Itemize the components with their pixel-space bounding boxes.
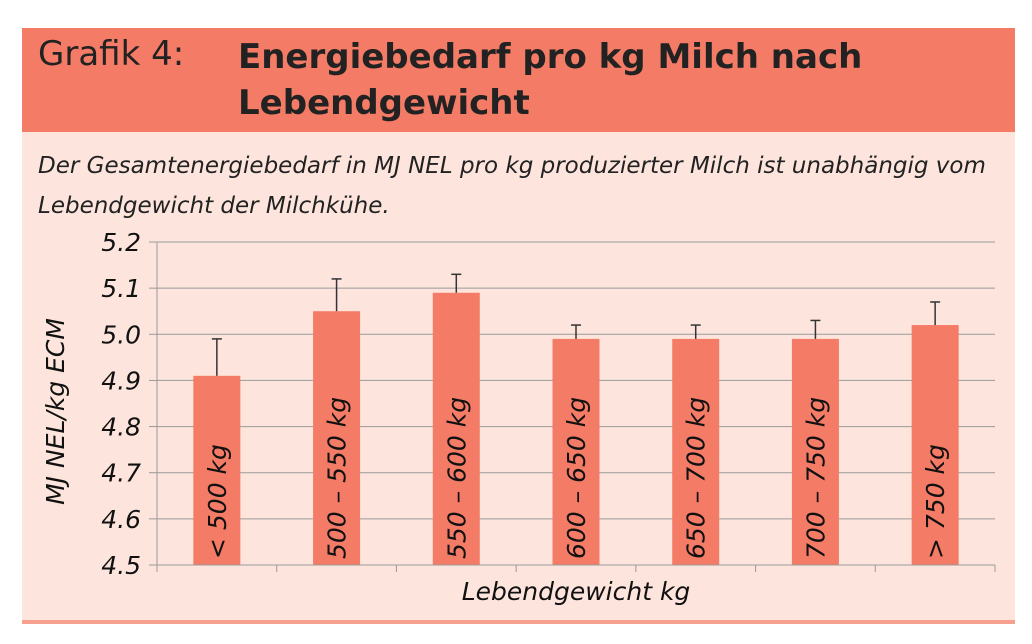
y-tick-label: 4.5 bbox=[101, 551, 141, 580]
y-tick-label: 5.0 bbox=[101, 320, 141, 349]
chart-subtitle: Der Gesamtenergiebedarf in MJ NEL pro kg… bbox=[38, 153, 986, 219]
y-tick-label: 4.9 bbox=[101, 366, 141, 395]
bar bbox=[193, 375, 241, 565]
bar bbox=[313, 311, 361, 565]
category-label: > 750 kg bbox=[921, 444, 950, 559]
bar bbox=[672, 338, 720, 565]
y-tick-label: 4.8 bbox=[101, 413, 141, 442]
figure-number: Grafik 4: bbox=[38, 34, 185, 74]
category-label: 700 – 750 kg bbox=[801, 397, 830, 559]
header-band: Grafik 4: Energiebedarf pro kg Milch nac… bbox=[22, 28, 1015, 132]
y-axis-title: MJ NEL/kg ECM bbox=[41, 318, 70, 505]
chart-title: Energiebedarf pro kg Milch nach Lebendge… bbox=[238, 37, 863, 123]
bottom-rule bbox=[22, 620, 1015, 624]
category-label: 500 – 550 kg bbox=[323, 397, 352, 559]
y-tick-label: 4.6 bbox=[101, 505, 141, 534]
y-tick-label: 5.1 bbox=[101, 274, 141, 303]
category-label: 600 – 650 kg bbox=[562, 397, 591, 559]
x-axis-title: Lebendgewicht kg bbox=[462, 577, 691, 606]
bar bbox=[432, 292, 480, 565]
bar bbox=[911, 325, 959, 565]
bar bbox=[791, 338, 839, 565]
bar bbox=[552, 338, 600, 565]
y-tick-label: 4.7 bbox=[101, 459, 141, 488]
figure-frame: Grafik 4: Energiebedarf pro kg Milch nac… bbox=[22, 28, 1015, 624]
category-label: < 500 kg bbox=[203, 444, 232, 559]
y-tick-label: 5.2 bbox=[101, 228, 141, 257]
category-label: 550 – 600 kg bbox=[442, 397, 471, 559]
category-label: 650 – 700 kg bbox=[682, 397, 711, 559]
